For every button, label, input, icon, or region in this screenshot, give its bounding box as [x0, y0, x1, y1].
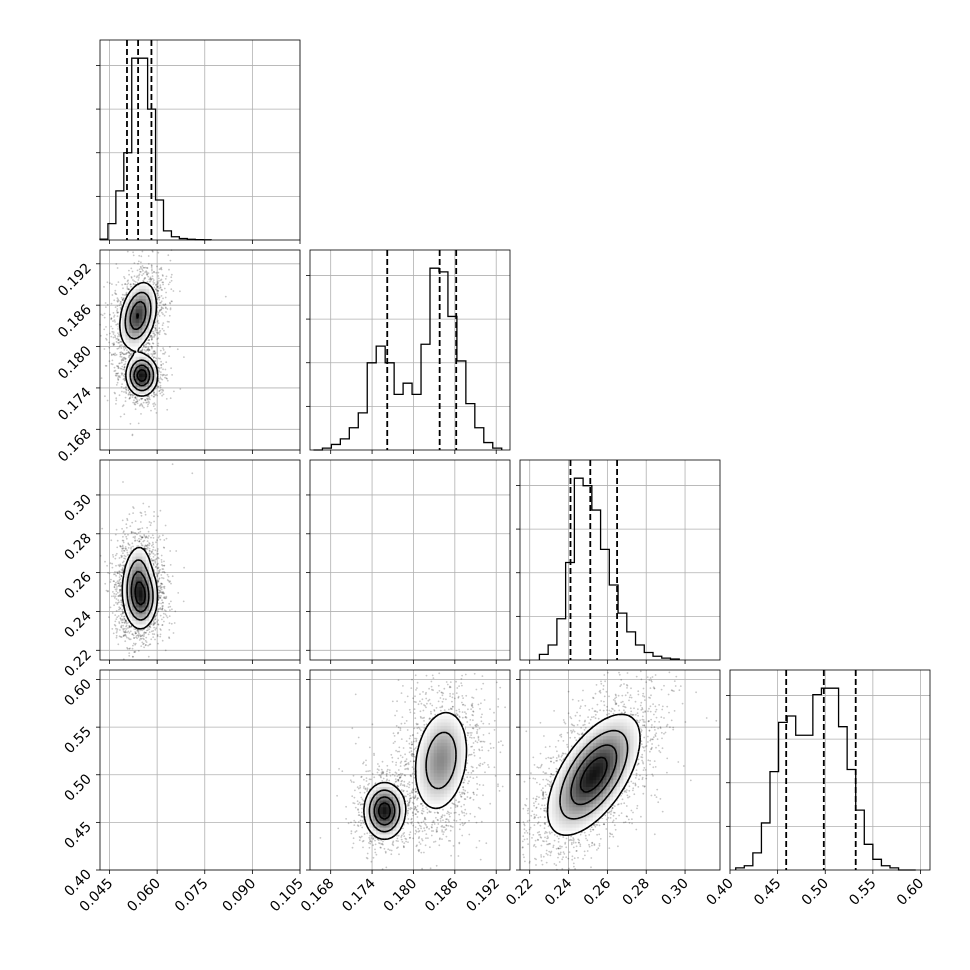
contour-line [579, 756, 608, 793]
contour-line [363, 711, 468, 841]
scatter-panel-3-2 [519, 669, 721, 871]
histogram-panel-0 [96, 39, 301, 241]
panel-frame [99, 669, 301, 871]
panel-frame [309, 459, 511, 661]
scatter-panel-3-1 [309, 669, 511, 871]
contour-line [121, 546, 159, 630]
sample-points [99, 249, 227, 437]
scatter-panel-3-0 [99, 669, 301, 871]
contour-line [559, 729, 629, 820]
x-tick-label: 0.24 [542, 875, 575, 908]
x-tick-label: 0.180 [381, 876, 421, 916]
y-tick-label: 0.174 [55, 384, 95, 424]
y-tick-label: 0.22 [61, 647, 94, 680]
contour-line [136, 312, 148, 383]
histogram-step [313, 267, 503, 451]
x-tick-label: 0.30 [659, 876, 692, 909]
panel-frame [99, 459, 301, 661]
y-tick-label: 0.180 [55, 343, 95, 383]
x-tick-label: 0.075 [172, 876, 212, 916]
x-tick-label: 0.55 [846, 876, 879, 909]
y-tick-label: 0.168 [55, 426, 95, 466]
panel-frame [309, 669, 511, 871]
contour-line [124, 291, 155, 392]
histogram-panel-2 [516, 459, 721, 661]
contour-line [373, 796, 396, 826]
y-tick-label: 0.30 [61, 491, 94, 524]
scatter-panel-2-0 [99, 459, 301, 661]
x-tick-label: 0.168 [298, 876, 338, 916]
x-tick-label: 0.105 [267, 876, 307, 916]
contour-line [126, 559, 154, 621]
sample-points [319, 672, 506, 871]
x-tick-label: 0.060 [124, 876, 164, 916]
panel-frame [99, 39, 301, 241]
scatter-panel-2-1 [309, 459, 511, 661]
y-tick-label: 0.60 [61, 676, 94, 709]
y-tick-label: 0.50 [61, 771, 94, 804]
panel-frame [519, 459, 721, 661]
contour-line [546, 713, 641, 836]
x-tick-label: 0.40 [703, 876, 736, 909]
y-tick-label: 0.28 [61, 530, 94, 563]
panel-frame [519, 669, 721, 871]
x-tick-label: 0.28 [620, 876, 653, 909]
x-tick-label: 0.192 [463, 876, 503, 916]
histogram-panel-3 [726, 669, 931, 871]
panel-frame [99, 249, 301, 451]
x-tick-label: 0.22 [503, 876, 536, 909]
y-tick-label: 0.26 [61, 569, 94, 602]
y-tick-label: 0.24 [61, 608, 94, 641]
x-tick-label: 0.45 [751, 876, 784, 909]
panel-frame [729, 669, 931, 871]
histogram-step [735, 687, 916, 871]
y-tick-label: 0.186 [55, 302, 95, 342]
contour-line [130, 570, 150, 613]
x-tick-label: 0.186 [422, 875, 462, 915]
contour-line [570, 744, 618, 806]
y-tick-label: 0.45 [61, 819, 94, 852]
panel-frame [309, 249, 511, 451]
contour-line [129, 300, 151, 387]
contour-line [368, 731, 457, 833]
histogram-step [99, 57, 212, 241]
x-tick-label: 0.26 [581, 875, 614, 908]
x-tick-label: 0.174 [339, 875, 379, 915]
x-tick-label: 0.090 [220, 876, 260, 916]
histogram-step [538, 477, 680, 660]
contour-line [377, 802, 391, 820]
x-tick-label: 0.50 [799, 876, 832, 909]
x-tick-label: 0.60 [894, 876, 927, 909]
y-tick-label: 0.55 [61, 724, 94, 757]
y-tick-label: 0.192 [55, 260, 95, 300]
scatter-panel-1-0 [99, 249, 301, 451]
contour-line [134, 581, 146, 606]
contour-line [119, 281, 159, 397]
histogram-panel-1 [306, 249, 511, 451]
